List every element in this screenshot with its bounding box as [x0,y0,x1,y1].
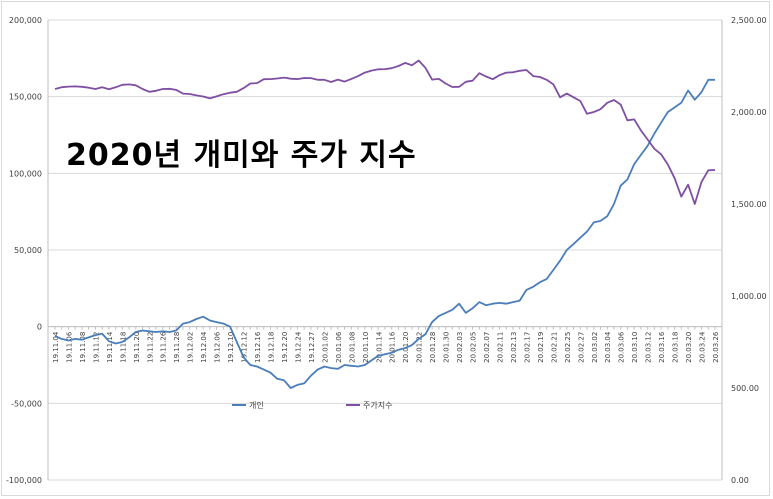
x-tick-label: 19.11.18 [119,332,127,363]
x-tick-label: 20.02.11 [496,332,504,363]
x-tick-label: 19.12.02 [187,332,195,363]
y-right-tick-label: 1,500.00 [731,200,767,209]
x-tick-label: 20.02.21 [550,332,558,363]
x-tick-label: 20.03.02 [591,332,599,363]
x-tick-label: 20.01.10 [362,332,370,363]
x-tick-label: 20.01.06 [335,331,343,363]
x-tick-label: 20.03.26 [712,331,720,363]
x-tick-label: 19.12.12 [241,332,249,363]
x-tick-label: 20.02.07 [483,332,491,363]
y-left-tick-label: 50,000 [14,246,42,255]
x-tick-label: 20.02.13 [510,332,518,363]
x-tick-label: 20.03.04 [604,331,612,363]
y-right-tick-label: 0.00 [731,476,749,485]
x-tick-label: 20.01.02 [321,332,329,363]
x-axis: 19.11.04 19.11.06 19.11.08 19.11.12 19.11.14… [52,326,720,363]
y-axis-right: 0.00 500.00 1,000.00 1,500.00 2,000.00 2,500.… [731,16,767,485]
series-line-index [54,59,716,205]
x-tick-label: 20.03.20 [685,332,693,363]
x-tick-label: 20.03.06 [618,331,626,363]
x-tick-label: 20.03.16 [658,331,666,363]
x-tick-label: 20.01.30 [443,332,451,363]
x-tick-label: 20.02.27 [577,332,585,363]
x-tick-label: 19.11.04 [52,331,60,363]
y-left-tick-label: 150,000 [9,93,42,102]
x-tick-label: 19.11.26 [160,331,168,363]
x-tick-label: 19.12.27 [308,332,316,363]
x-tick-label: 19.11.08 [79,332,87,363]
x-tick-label: 19.12.24 [294,331,302,363]
series-lines [54,59,716,389]
x-tick-label: 19.12.06 [214,331,222,363]
x-tick-label: 20.01.14 [375,331,383,363]
x-tick-label: 20.03.24 [699,331,707,363]
y-left-tick-label: -50,000 [11,399,42,408]
x-tick-label: 20.02.05 [470,332,478,363]
y-axis-left: -100,000 -50,000 0 50,000 100,000 150,000 200,… [6,16,42,485]
x-tick-label: 19.12.18 [268,332,276,363]
x-tick-label: 20.03.18 [672,332,680,363]
x-tick-label: 19.11.12 [92,332,100,363]
x-tick-label: 20.01.22 [416,332,424,363]
chart-title: 2020년 개미와 주가 지수 [66,138,417,173]
x-tick-label: 19.12.20 [281,332,289,363]
x-tick-label: 19.11.14 [106,331,114,363]
y-left-tick-label: -100,000 [6,476,42,485]
x-tick-label: 19.11.20 [133,332,141,363]
x-tick-label: 20.02.25 [564,332,572,363]
x-tick-label: 20.02.03 [456,332,464,363]
x-tick-label: 20.02.19 [537,332,545,363]
x-tick-label: 19.11.06 [65,331,73,363]
gridlines [48,19,722,481]
y-right-tick-label: 500.00 [731,384,759,393]
x-tick-label: 19.11.28 [173,332,181,363]
x-tick-label: 20.03.10 [631,332,639,363]
y-left-tick-label: 0 [37,323,42,332]
y-right-tick-label: 1,000.00 [731,292,767,301]
x-tick-label: 20.01.08 [348,332,356,363]
legend: 개인 주가지수 [232,400,392,410]
legend-label: 개인 [249,400,264,410]
x-tick-label: 20.01.16 [389,331,397,363]
y-right-tick-label: 2,000.00 [731,108,767,117]
x-tick-label: 19.12.10 [227,332,235,363]
y-right-tick-label: 2,500.00 [731,16,767,25]
x-tick-label: 20.03.12 [645,332,653,363]
x-tick-label: 19.11.22 [146,332,154,363]
x-tick-label: 19.12.16 [254,331,262,363]
series-line-individual [54,78,715,389]
x-tick-label: 19.12.04 [200,331,208,363]
x-tick-label: 20.01.28 [429,332,437,363]
x-tick-label: 20.02.17 [523,332,531,363]
y-left-tick-label: 100,000 [9,169,42,178]
legend-label: 주가지수 [363,401,392,410]
y-left-tick-label: 200,000 [9,16,42,25]
